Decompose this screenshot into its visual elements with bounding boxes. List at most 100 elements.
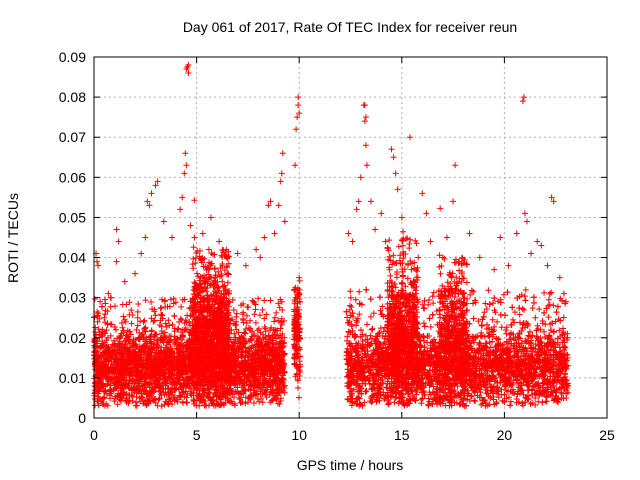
data-point bbox=[209, 251, 216, 258]
data-point bbox=[159, 296, 166, 303]
data-point bbox=[178, 303, 185, 310]
data-point bbox=[127, 331, 134, 338]
data-points bbox=[91, 62, 572, 409]
data-point bbox=[275, 300, 282, 307]
data-point bbox=[233, 310, 240, 317]
data-point bbox=[103, 355, 110, 362]
data-point bbox=[166, 332, 173, 339]
data-point bbox=[171, 313, 178, 320]
data-point bbox=[132, 402, 139, 409]
data-point bbox=[91, 296, 98, 303]
data-point bbox=[104, 320, 111, 327]
data-point bbox=[261, 315, 268, 322]
data-point bbox=[92, 324, 99, 331]
data-point bbox=[107, 303, 114, 310]
data-point bbox=[167, 296, 174, 303]
data-point bbox=[294, 384, 301, 391]
data-point bbox=[252, 301, 259, 308]
data-point bbox=[128, 320, 135, 327]
data-point bbox=[135, 301, 142, 308]
data-point bbox=[190, 265, 197, 272]
data-point bbox=[197, 377, 204, 384]
data-point bbox=[259, 306, 266, 313]
data-point bbox=[118, 319, 125, 326]
data-point bbox=[261, 297, 268, 304]
data-point bbox=[271, 318, 278, 325]
data-point bbox=[247, 317, 254, 324]
data-point bbox=[134, 308, 141, 315]
data-point bbox=[148, 299, 155, 306]
data-point bbox=[140, 318, 147, 325]
data-point bbox=[276, 400, 283, 407]
data-point bbox=[166, 395, 173, 402]
data-point bbox=[296, 277, 303, 284]
data-point bbox=[278, 298, 285, 305]
data-point bbox=[191, 400, 198, 407]
data-point bbox=[184, 312, 191, 319]
data-point bbox=[225, 270, 232, 277]
data-point bbox=[119, 301, 126, 308]
data-point bbox=[175, 360, 182, 367]
data-point bbox=[180, 388, 187, 395]
data-point bbox=[133, 326, 140, 333]
data-point bbox=[113, 385, 120, 392]
data-point bbox=[111, 323, 118, 330]
data-point bbox=[177, 315, 184, 322]
data-point bbox=[159, 315, 166, 322]
data-point bbox=[152, 312, 159, 319]
data-point bbox=[142, 324, 149, 331]
data-point bbox=[190, 398, 197, 405]
data-point bbox=[94, 309, 101, 316]
data-point bbox=[252, 319, 259, 326]
data-point bbox=[169, 321, 176, 328]
data-point bbox=[233, 314, 240, 321]
data-point bbox=[125, 400, 132, 407]
data-point bbox=[141, 317, 148, 324]
data-point bbox=[112, 326, 119, 333]
data-point bbox=[242, 330, 249, 337]
data-point bbox=[252, 306, 259, 313]
data-point bbox=[230, 307, 237, 314]
data-point bbox=[176, 318, 183, 325]
data-point bbox=[224, 279, 231, 286]
data-point bbox=[151, 317, 158, 324]
data-point bbox=[251, 311, 258, 318]
data-point bbox=[229, 296, 236, 303]
data-point bbox=[183, 319, 190, 326]
chart-title: Day 061 of 2017, Rate Of TEC Index for r… bbox=[183, 19, 517, 35]
data-point bbox=[271, 314, 278, 321]
data-point bbox=[171, 328, 178, 335]
data-point bbox=[157, 311, 164, 318]
data-point bbox=[121, 376, 128, 383]
data-point bbox=[255, 295, 262, 302]
data-point bbox=[126, 299, 133, 306]
data-point bbox=[190, 244, 197, 251]
data-point bbox=[202, 402, 209, 409]
data-point bbox=[166, 322, 173, 329]
data-point bbox=[275, 317, 282, 324]
data-point bbox=[120, 313, 127, 320]
data-point bbox=[249, 297, 256, 304]
data-point bbox=[114, 401, 121, 408]
data-point bbox=[267, 399, 274, 406]
data-point bbox=[295, 394, 302, 401]
data-point bbox=[245, 304, 252, 311]
data-point bbox=[171, 333, 178, 340]
data-point bbox=[112, 303, 119, 310]
data-point bbox=[157, 305, 164, 312]
data-point bbox=[250, 399, 257, 406]
data-point bbox=[112, 385, 119, 392]
data-point bbox=[119, 324, 126, 331]
data-point bbox=[211, 265, 218, 272]
data-point bbox=[107, 388, 114, 395]
data-point bbox=[142, 297, 149, 304]
data-point bbox=[165, 317, 172, 324]
data-point bbox=[108, 294, 115, 301]
data-point bbox=[102, 300, 109, 307]
data-point bbox=[267, 297, 274, 304]
data-point bbox=[238, 302, 245, 309]
data-point bbox=[162, 297, 169, 304]
data-point bbox=[175, 325, 182, 332]
data-point bbox=[267, 388, 274, 395]
